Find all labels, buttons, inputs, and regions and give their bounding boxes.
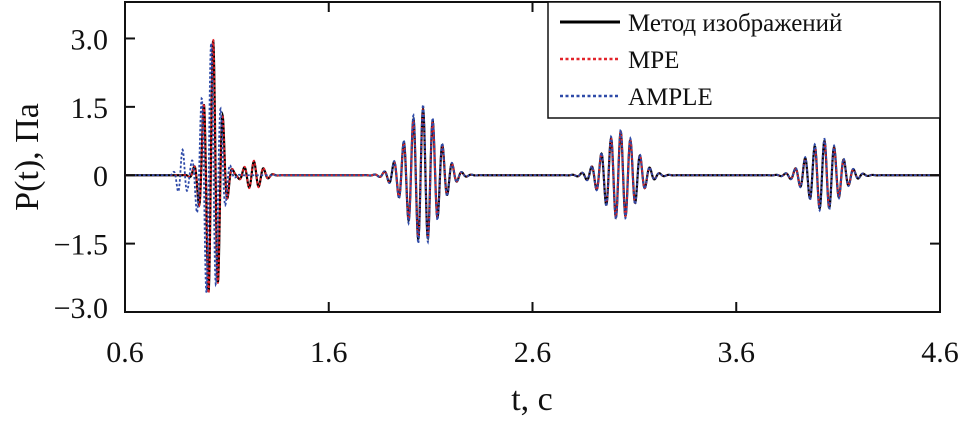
legend: Метод изображений MPE AMPLE [547,1,941,119]
tick-labels: 0.6 1.6 2.6 3.6 4.6 3.0 1.5 0 −1.5 −3.0 [54,23,959,369]
series-line-2 [125,43,940,293]
legend-label-0: Метод изображений [628,10,842,37]
y-tick-label: 3.0 [71,23,109,56]
x-tick-label: 1.6 [310,336,348,369]
y-tick-label: 0 [93,160,108,193]
x-tick-label: 3.6 [718,336,756,369]
x-axis-label: t, с [511,381,553,418]
x-tick-label: 2.6 [514,336,552,369]
legend-label-2: AMPLE [628,84,713,111]
y-axis-label: P(t), Па [9,103,46,211]
y-tick-label: 1.5 [71,92,109,125]
y-tick-label: −3.0 [54,292,108,325]
x-tick-label: 4.6 [921,336,959,369]
series-traces [125,38,940,294]
legend-label-1: MPE [628,47,679,74]
y-tick-label: −1.5 [54,229,108,262]
x-tick-label: 0.6 [106,336,144,369]
